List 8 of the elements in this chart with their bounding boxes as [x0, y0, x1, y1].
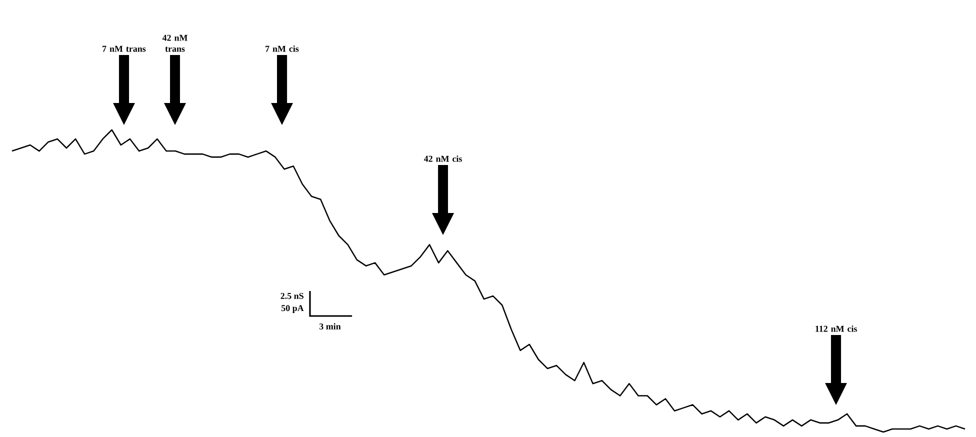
annotation: 42 nM cis [424, 155, 462, 162]
text: 42 nM trans [162, 34, 188, 52]
text: 7 nM trans [102, 46, 146, 52]
annotation: 112 nM cis [816, 325, 857, 332]
annotation: 3 min [320, 323, 341, 330]
text: 7 nM cis [266, 46, 299, 52]
annotation: 2.5 nS [280, 292, 304, 300]
annotation: 50 pA [281, 305, 304, 313]
